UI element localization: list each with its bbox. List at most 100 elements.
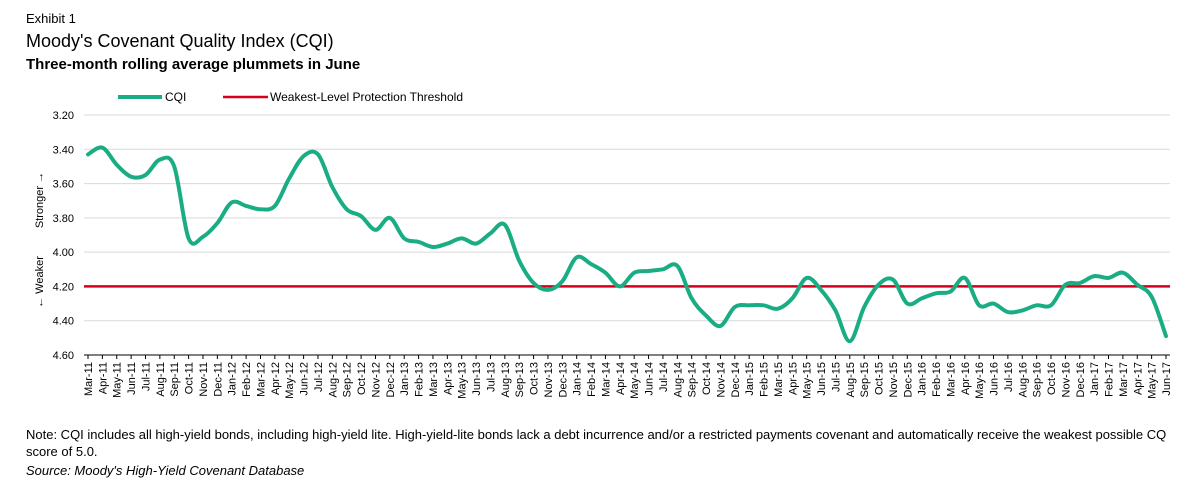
x-tick-label: Jun-14: [644, 362, 656, 396]
x-tick-label: Apr-14: [615, 362, 627, 395]
y-tick-label: 4.20: [53, 281, 74, 293]
x-tick-label: Aug-13: [500, 362, 512, 397]
x-tick-label: Sep-11: [169, 362, 181, 397]
x-tick-label: May-15: [802, 362, 814, 399]
x-tick-label: May-11: [112, 362, 124, 398]
x-tick-label: Mar-13: [428, 362, 440, 397]
x-tick-label: Sep-12: [342, 362, 354, 397]
x-tick-label: Apr-13: [442, 362, 454, 395]
x-tick-label: Mar-11: [83, 362, 95, 396]
x-tick-label: Dec-14: [730, 362, 742, 397]
x-tick-label: Nov-13: [543, 362, 555, 397]
x-tick-label: Dec-12: [385, 362, 397, 397]
x-tick-label: Nov-15: [888, 362, 900, 397]
x-tick-label: Jan-14: [572, 362, 584, 396]
x-tick-label: Sep-13: [514, 362, 526, 397]
x-tick-label: Jul-16: [1003, 362, 1015, 392]
x-tick-label: Dec-15: [902, 362, 914, 397]
x-tick-label: Oct-11: [184, 362, 196, 394]
x-tick-label: Apr-17: [1132, 362, 1144, 395]
x-tick-label: Jan-15: [744, 362, 756, 396]
x-axis-ticks: Mar-11 Apr-11 May-11 Jun-11 Jul-11 Aug-11 Sep-…: [83, 362, 1173, 399]
exhibit-label: Exhibit 1: [26, 11, 76, 26]
x-tick-label: Aug-11: [155, 362, 167, 397]
x-tick-label: Sep-16: [1032, 362, 1044, 397]
x-tick-label: Feb-16: [931, 362, 943, 397]
legend-label-cqi: CQI: [165, 90, 186, 104]
x-tick-label: Feb-14: [586, 362, 598, 397]
footnote: Note: CQI includes all high-yield bonds,…: [26, 427, 1167, 459]
x-tick-label: Oct-12: [356, 362, 368, 395]
y-tick-label: 3.80: [53, 213, 74, 225]
x-tick-label: May-17: [1147, 362, 1159, 399]
series-lines: [84, 145, 1170, 344]
x-tick-label: Dec-16: [1075, 362, 1087, 397]
y-tick-label: 4.00: [53, 247, 74, 259]
gridlines: [84, 114, 1170, 356]
x-tick-label: Mar-12: [255, 362, 267, 397]
x-tick-label: Jan-12: [227, 362, 239, 396]
legend: CQI Weakest-Level Protection Threshold: [118, 90, 463, 104]
x-tick-label: Nov-16: [1060, 362, 1072, 397]
chart-subtitle: Three-month rolling average plummets in …: [26, 56, 361, 73]
x-tick-label: Apr-15: [787, 362, 799, 395]
x-tick-label: Aug-15: [845, 362, 857, 397]
x-tick-label: Jan-13: [399, 362, 411, 396]
y-axis-ticks: 3.20 3.40 3.60 3.80 4.00 4.20 4.40 4.60: [53, 110, 74, 362]
x-tick-label: May-13: [457, 362, 469, 399]
legend-label-threshold: Weakest-Level Protection Threshold: [270, 90, 463, 104]
x-tick-label: Feb-12: [241, 362, 253, 397]
x-tick-label: Jun-15: [816, 362, 828, 396]
x-tick-label: Sep-14: [687, 362, 699, 397]
x-tick-label: Nov-14: [715, 362, 727, 397]
x-tick-label: Jun-12: [299, 362, 311, 396]
x-tick-label: Oct-15: [874, 362, 886, 395]
x-axis: [84, 354, 1170, 359]
x-tick-label: Nov-12: [370, 362, 382, 397]
y-tick-label: 4.60: [53, 350, 74, 362]
x-tick-label: Jun-11: [126, 362, 138, 395]
x-tick-label: Apr-11: [97, 362, 109, 394]
x-tick-label: Jun-13: [471, 362, 483, 396]
x-tick-label: Jul-13: [485, 362, 497, 392]
chart-title: Moody's Covenant Quality Index (CQI): [26, 31, 334, 51]
x-tick-label: Jul-11: [140, 362, 152, 391]
x-tick-label: Oct-16: [1046, 362, 1058, 395]
x-tick-label: Jun-16: [989, 362, 1001, 396]
x-tick-label: Aug-14: [672, 362, 684, 397]
x-tick-label: Dec-13: [557, 362, 569, 397]
x-tick-label: Aug-16: [1017, 362, 1029, 397]
x-tick-label: Feb-13: [414, 362, 426, 397]
x-tick-label: Jul-15: [830, 362, 842, 392]
x-tick-label: Mar-15: [773, 362, 785, 397]
y-axis-label-stronger: Stronger →: [34, 172, 46, 228]
x-tick-label: May-14: [629, 362, 641, 399]
x-tick-label: Aug-12: [327, 362, 339, 397]
x-tick-label: Mar-14: [600, 362, 612, 397]
x-tick-label: Feb-17: [1104, 362, 1116, 397]
x-tick-label: Oct-13: [529, 362, 541, 395]
x-tick-label: Mar-16: [945, 362, 957, 397]
x-tick-label: Jan-16: [917, 362, 929, 396]
x-tick-label: Jul-12: [313, 362, 325, 392]
y-tick-label: 4.40: [53, 316, 74, 328]
x-tick-label: Feb-15: [759, 362, 771, 397]
x-tick-label: Apr-16: [960, 362, 972, 395]
cqi-line-chart: 3.203.403.603.804.004.204.404.60 Mar-11 A…: [34, 90, 1173, 399]
y-tick-label: 3.60: [53, 179, 74, 191]
x-tick-label: Nov-11: [198, 362, 210, 397]
y-axis-labels: Stronger → ← Weaker: [34, 172, 46, 308]
x-tick-label: Oct-14: [701, 362, 713, 395]
source-note: Source: Moody's High-Yield Covenant Data…: [26, 463, 305, 478]
x-tick-label: May-12: [284, 362, 296, 399]
x-tick-label: Dec-11: [212, 362, 224, 397]
x-tick-label: Jul-14: [658, 362, 670, 392]
x-tick-label: Mar-17: [1118, 362, 1130, 397]
y-tick-label: 3.40: [53, 144, 74, 156]
x-tick-label: Jan-17: [1089, 362, 1101, 396]
y-tick-label: 3.20: [53, 110, 74, 122]
x-tick-label: May-16: [974, 362, 986, 399]
x-tick-label: Apr-12: [270, 362, 282, 395]
x-tick-label: Sep-15: [859, 362, 871, 397]
y-axis-label-weaker: ← Weaker: [34, 256, 46, 308]
